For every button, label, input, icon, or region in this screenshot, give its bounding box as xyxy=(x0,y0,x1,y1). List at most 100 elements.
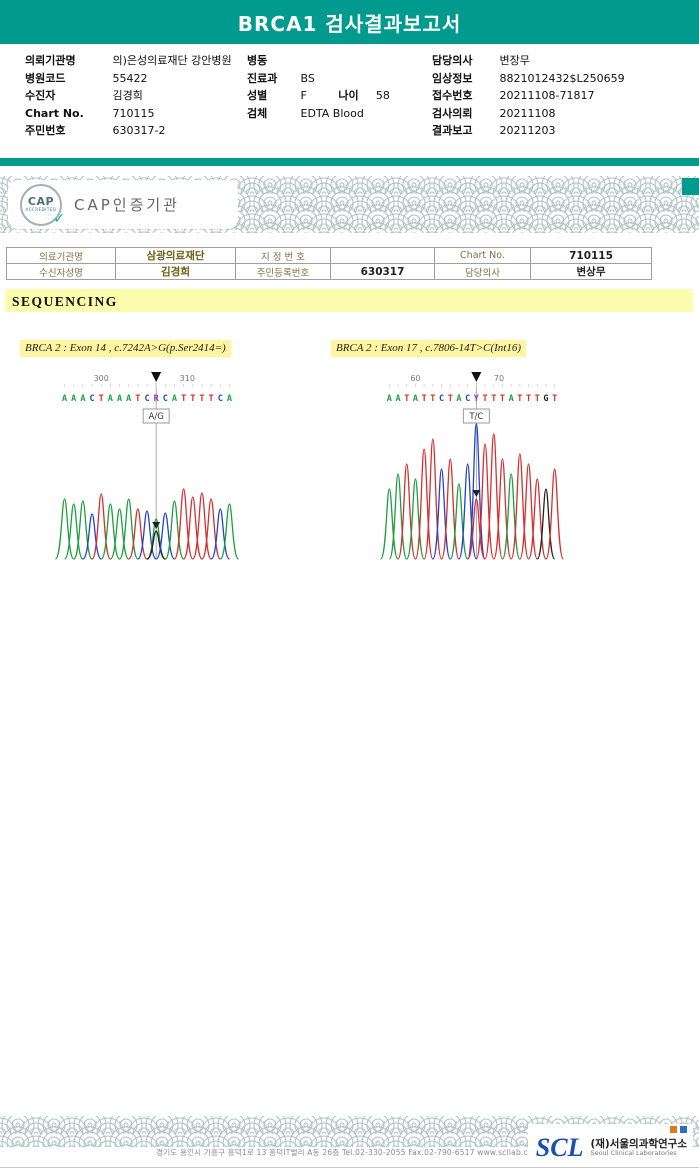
svg-text:T: T xyxy=(430,394,435,404)
svg-text:A: A xyxy=(172,394,177,404)
report-title-bar: BRCA1 검사결과보고서 xyxy=(0,0,699,44)
field-value: 20211108 xyxy=(499,106,556,120)
svg-text:T: T xyxy=(535,394,540,404)
cap-seal-subtext: ACCREDITED xyxy=(25,207,57,213)
field-label: Chart No. xyxy=(25,106,84,120)
sequencing-section-header: SEQUENCING xyxy=(5,289,693,312)
svg-text:A: A xyxy=(126,394,131,404)
svg-text:70: 70 xyxy=(494,374,504,383)
svg-text:T: T xyxy=(422,394,427,404)
chromatogram-exon14: 300 310 A A A C T A A A T C R C A T T T T C A A/G xyxy=(54,371,240,571)
table-label: 수신자성명 xyxy=(6,263,116,280)
scl-logo: SCL xyxy=(535,1133,584,1162)
field-row: 검사의뢰 20211108 xyxy=(432,105,625,123)
svg-text:A: A xyxy=(395,394,400,404)
svg-text:A: A xyxy=(227,394,232,404)
svg-text:A: A xyxy=(456,394,461,404)
patient-info-col2: 병동 진료과 BS 성별 F 나이 58 검체 EDTA Blood xyxy=(247,52,390,122)
teal-separator xyxy=(0,158,699,166)
checkmark-icon: ✓ xyxy=(53,210,65,227)
svg-text:A: A xyxy=(62,394,67,404)
table-label: 지 정 번 호 xyxy=(235,247,331,264)
svg-text:T: T xyxy=(99,394,104,404)
table-value xyxy=(330,247,435,264)
svg-text:T: T xyxy=(517,394,522,404)
svg-text:A: A xyxy=(509,394,514,404)
field-row: Chart No. 710115 xyxy=(25,105,232,123)
field-label: 검체 xyxy=(247,106,268,120)
chromatogram-title-right: BRCA 2 : Exon 17 , c.7806-14T>C(Int16) xyxy=(331,340,527,357)
svg-text:60: 60 xyxy=(410,374,420,383)
svg-text:C: C xyxy=(144,394,149,404)
svg-text:C: C xyxy=(163,394,168,404)
cap-accreditation-box: CAP ACCREDITED ✓ CAP인증기관 xyxy=(8,180,238,229)
svg-text:T/C: T/C xyxy=(468,412,483,422)
report-title: BRCA1 검사결과보고서 xyxy=(237,11,462,36)
svg-text:T: T xyxy=(404,394,409,404)
svg-text:A: A xyxy=(387,394,392,404)
svg-text:Y: Y xyxy=(474,394,480,404)
field-value: 김경희 xyxy=(112,89,143,102)
lab-address: 경기도 용인시 기흥구 흥덕1로 13 흥덕IT밸리 A동 26층 Tel.02… xyxy=(156,1148,543,1157)
field-label: 접수번호 xyxy=(432,89,473,102)
field-row: 검체 EDTA Blood xyxy=(247,105,390,123)
lab-name-korean: (재)서울의과학연구소 xyxy=(590,1138,687,1151)
table-value: 김경희 xyxy=(115,263,236,280)
field-row: 임상정보 8821012432$L250659 xyxy=(432,70,625,88)
field-row: 성별 F 나이 58 xyxy=(247,87,390,105)
field-value: 20211203 xyxy=(499,124,556,137)
wave-pattern-band-top: CAP ACCREDITED ✓ CAP인증기관 xyxy=(0,176,699,233)
patient-info-col3: 담당의사 변장무 임상정보 8821012432$L250659 접수번호 20… xyxy=(432,52,625,140)
scl-logo-row: SCL (재)서울의과학연구소 Seoul Clinical Laborator… xyxy=(536,1135,687,1161)
lab-name-block: (재)서울의과학연구소 Seoul Clinical Laboratories xyxy=(590,1138,687,1158)
svg-text:T: T xyxy=(491,394,496,404)
field-row: 주민번호 630317-2 xyxy=(25,122,232,140)
svg-text:A: A xyxy=(71,394,76,404)
cap-caption: CAP인증기관 xyxy=(74,196,180,214)
field-value: 8821012432$L250659 xyxy=(499,71,625,85)
svg-text:A: A xyxy=(80,394,85,404)
field-label: 의뢰기관명 xyxy=(25,54,76,67)
field-value: 변장무 xyxy=(499,54,530,67)
chromatogram-exon17: 60 70 A A T A T T C T A C Y T T T A T T T G T T/C xyxy=(379,371,565,571)
field-label: 수진자 xyxy=(25,89,56,102)
field-value: 710115 xyxy=(112,106,155,120)
field-value: 의)은성의료재단 강안병원 xyxy=(112,54,232,67)
svg-text:T: T xyxy=(500,394,505,404)
table-label: 담당의사 xyxy=(434,263,531,280)
svg-text:T: T xyxy=(190,394,195,404)
scl-logo-block: SCL (재)서울의과학연구소 Seoul Clinical Laborator… xyxy=(527,1124,693,1164)
chromatogram-title-left: BRCA 2 : Exon 14 , c.7242A>G(p.Ser2414=) xyxy=(20,340,231,357)
field-row: 접수번호 20211108-71817 xyxy=(432,87,625,105)
field-label: 성별 xyxy=(247,89,268,102)
certification-badge-icon xyxy=(680,1126,687,1133)
svg-text:T: T xyxy=(181,394,186,404)
field-value: 58 xyxy=(375,89,390,102)
svg-text:R: R xyxy=(154,394,160,404)
svg-text:T: T xyxy=(209,394,214,404)
table-value: 630317 xyxy=(330,263,435,280)
svg-text:C: C xyxy=(218,394,223,404)
field-label: 담당의사 xyxy=(432,54,473,67)
table-label: Chart No. xyxy=(434,247,531,264)
field-label: 임상정보 xyxy=(432,71,473,85)
field-label: 나이 xyxy=(338,89,359,102)
svg-text:A: A xyxy=(413,394,418,404)
svg-text:C: C xyxy=(465,394,470,404)
svg-text:300: 300 xyxy=(94,374,109,383)
certification-badge-icon xyxy=(670,1126,677,1133)
field-value: 630317-2 xyxy=(112,124,166,137)
field-row: 수진자 김경희 xyxy=(25,87,232,105)
svg-text:T: T xyxy=(135,394,140,404)
field-value: BS xyxy=(300,71,315,85)
table-row: 수신자성명 김경희 주민등록번호 630317 담당의사 변상무 xyxy=(6,263,652,280)
field-value: EDTA Blood xyxy=(300,106,364,120)
lab-name-english: Seoul Clinical Laboratories xyxy=(590,1149,677,1158)
field-value: 20211108-71817 xyxy=(499,89,595,102)
page-bottom-edge xyxy=(0,1167,699,1168)
svg-text:T: T xyxy=(552,394,557,404)
field-value: F xyxy=(300,89,307,102)
field-label: 병동 xyxy=(247,54,268,67)
table-value: 변상무 xyxy=(530,263,652,280)
